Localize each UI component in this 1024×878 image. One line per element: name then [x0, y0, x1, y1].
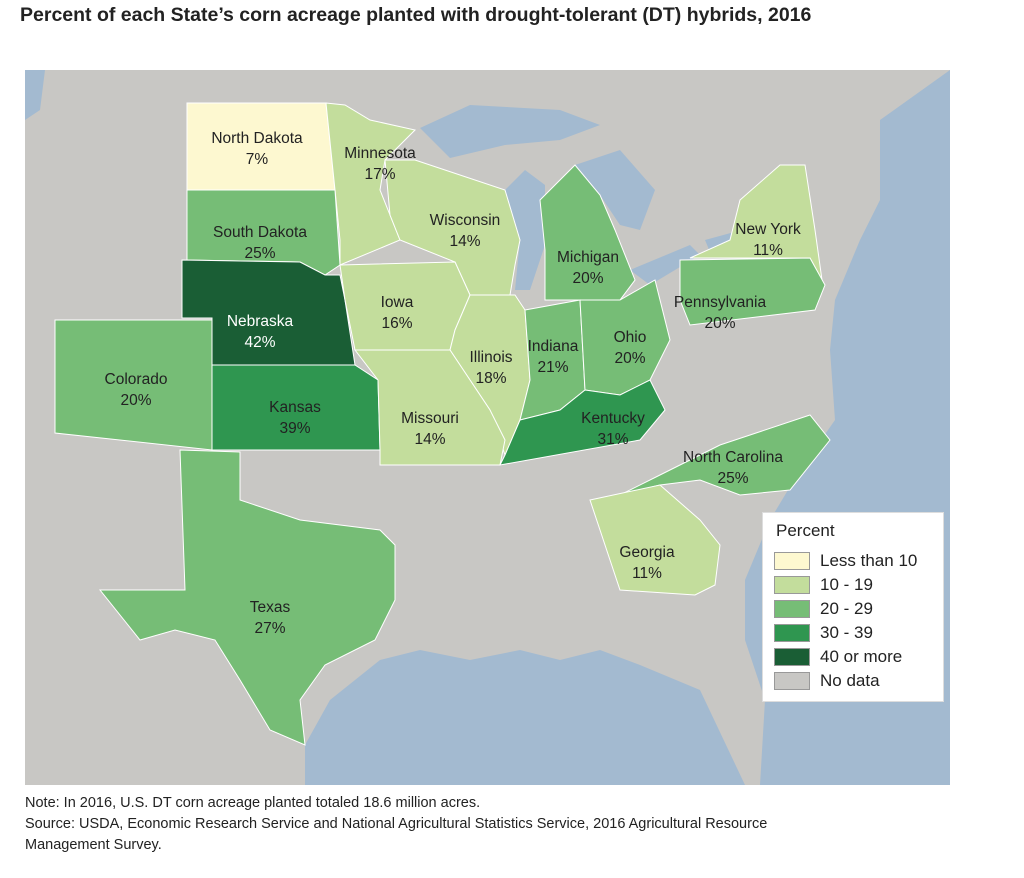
legend-item: 20 - 29: [774, 599, 873, 619]
legend-swatch: [774, 624, 810, 642]
state-name-label: Indiana: [528, 338, 579, 355]
lake-erie: [630, 245, 700, 285]
state-value-label: 20%: [614, 350, 645, 367]
state-value-label: 17%: [364, 166, 395, 183]
state-value-label: 31%: [597, 431, 628, 448]
legend-item: 40 or more: [774, 647, 902, 667]
source-text: Source: USDA, Economic Research Service …: [25, 816, 768, 832]
state-kentucky: [499, 379, 666, 466]
gulf-of-mexico: [305, 650, 745, 785]
legend-label: 20 - 29: [820, 599, 873, 618]
legend-swatch: [774, 672, 810, 690]
state-value-label: 7%: [246, 151, 269, 168]
state-name-label: Colorado: [105, 371, 168, 388]
state-texas: [98, 449, 396, 746]
state-value-label: 21%: [537, 359, 568, 376]
legend-label: Less than 10: [820, 551, 918, 570]
state-name-label: Minnesota: [344, 145, 416, 162]
lake-huron: [575, 150, 655, 230]
legend-label: No data: [820, 671, 880, 690]
state-minnesota: [325, 102, 416, 266]
state-name-label: Missouri: [401, 410, 459, 427]
state-value-label: 14%: [449, 233, 480, 250]
state-name-label: North Dakota: [211, 130, 303, 147]
states-layer: [54, 102, 831, 746]
map-title: Percent of each State’s corn acreage pla…: [20, 4, 812, 26]
state-name-label: Pennsylvania: [674, 294, 767, 311]
pacific-edge: [25, 70, 45, 120]
state-value-label: 11%: [753, 242, 783, 259]
state-value-label: 42%: [244, 334, 275, 351]
legend-item: Less than 10: [774, 551, 917, 571]
legend: Percent Less than 10 10 - 19 20 - 29 30 - 3…: [762, 512, 944, 702]
state-name-label: Nebraska: [227, 313, 294, 330]
state-name-label: Kentucky: [581, 410, 645, 427]
legend-swatch: [774, 600, 810, 618]
state-georgia: [589, 484, 721, 596]
legend-label: 40 or more: [820, 647, 903, 666]
legend-title: Percent: [776, 521, 835, 540]
legend-swatch: [774, 648, 810, 666]
state-nebraska: [181, 259, 356, 366]
state-value-label: 11%: [632, 565, 662, 582]
legend-swatch: [774, 552, 810, 570]
legend-item: 30 - 39: [774, 623, 873, 643]
state-name-label: Kansas: [269, 399, 321, 416]
state-value-label: 25%: [717, 470, 748, 487]
legend-item: 10 - 19: [774, 575, 873, 595]
state-name-label: New York: [735, 221, 801, 238]
state-name-label: Illinois: [469, 349, 512, 366]
state-name-label: Michigan: [557, 249, 619, 266]
state-name-label: Wisconsin: [430, 212, 501, 229]
legend-label: 30 - 39: [820, 623, 873, 642]
state-value-label: 20%: [572, 270, 603, 287]
legend-item: No data: [774, 671, 880, 691]
state-name-label: Iowa: [381, 294, 414, 311]
state-value-label: 20%: [704, 315, 735, 332]
state-name-label: Georgia: [619, 544, 675, 561]
state-value-label: 27%: [254, 620, 285, 637]
state-name-label: South Dakota: [213, 224, 307, 241]
state-pennsylvania: [679, 257, 826, 326]
state-value-label: 39%: [279, 420, 310, 437]
state-value-label: 16%: [381, 315, 412, 332]
legend-label: 10 - 19: [820, 575, 873, 594]
state-value-label: 25%: [244, 245, 275, 262]
state-north-carolina: [619, 414, 831, 496]
lake-superior: [420, 105, 600, 158]
lake-michigan: [505, 170, 545, 290]
state-value-label: 14%: [414, 431, 445, 448]
state-name-label: Texas: [250, 599, 291, 616]
note-text: Note: In 2016, U.S. DT corn acreage plan…: [25, 795, 481, 811]
state-value-label: 18%: [475, 370, 506, 387]
state-name-label: Ohio: [614, 329, 647, 346]
state-value-label: 20%: [120, 392, 151, 409]
state-name-label: North Carolina: [683, 449, 783, 466]
choropleth-map: North Dakota 7% Minnesota 17% South Dakota 25…: [25, 70, 950, 785]
state-missouri: [353, 349, 506, 466]
state-michigan: [539, 164, 636, 301]
legend-swatch: [774, 576, 810, 594]
labels-layer: North Dakota 7% Minnesota 17% South Dakota 25…: [105, 130, 801, 637]
source-text-cont: Management Survey.: [25, 837, 162, 853]
